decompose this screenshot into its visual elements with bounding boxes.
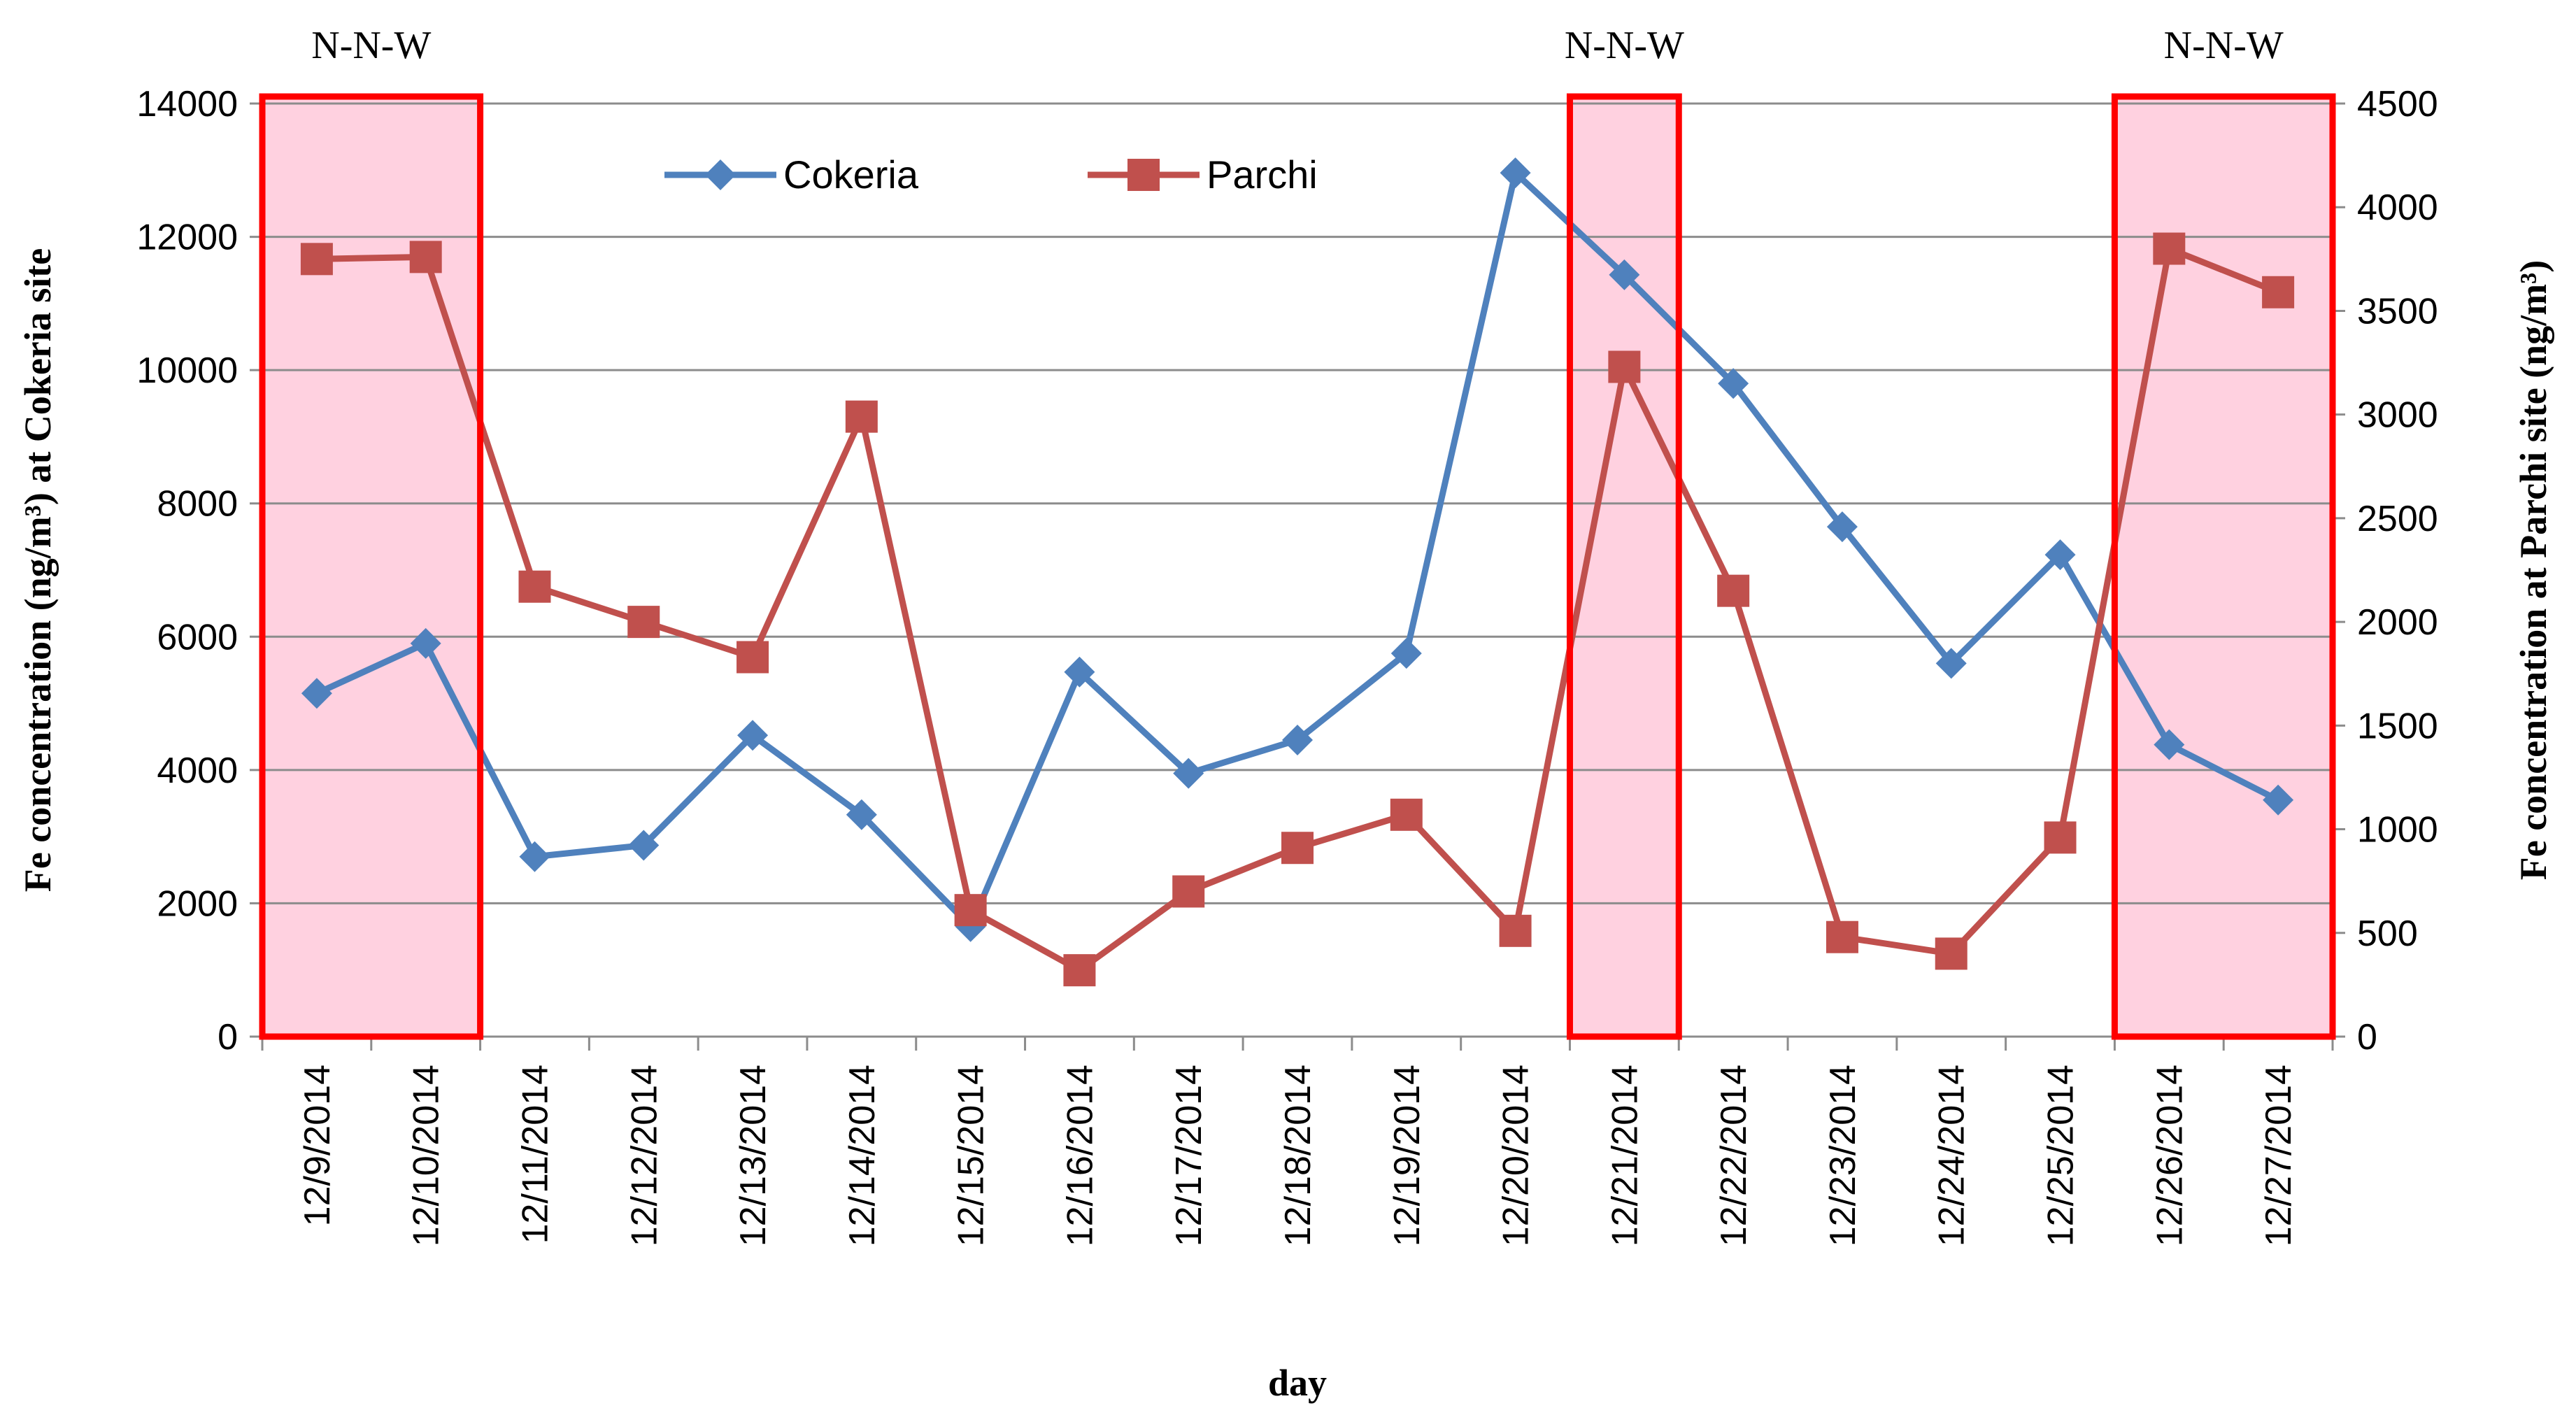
x-tick-label: 12/25/2014 <box>2041 1065 2082 1246</box>
x-tick-label: 12/13/2014 <box>733 1065 774 1246</box>
highlight-band <box>262 97 481 1037</box>
data-point-cokeria <box>628 830 660 861</box>
highlight-label: N-N-W <box>1565 24 1684 67</box>
legend-label-cokeria: Cokeria <box>783 152 919 197</box>
y-tick-label-right: 0 <box>2357 1017 2377 1058</box>
highlight-layer <box>262 97 2333 1037</box>
highlight-border <box>259 93 484 1040</box>
data-point-parchi <box>2262 276 2295 308</box>
data-point-parchi <box>1499 914 1532 947</box>
x-tick-label: 12/23/2014 <box>1823 1065 1863 1246</box>
x-tick-label: 12/20/2014 <box>1496 1065 1537 1246</box>
x-tick-label: 12/18/2014 <box>1278 1065 1318 1246</box>
x-axis-title: day <box>1268 1362 1327 1404</box>
y-tick-label-right: 2000 <box>2357 602 2438 643</box>
data-point-cokeria <box>1609 259 1640 290</box>
y-tick-label-right: 2500 <box>2357 499 2438 539</box>
y-axis-title-left: Fe concentration (ng/m³) at Cokeria site <box>17 248 59 892</box>
y-axis-title-right: Fe concentration at Parchi site (ng/m³) <box>2512 260 2554 881</box>
y-tick-label-left: 0 <box>218 1017 238 1058</box>
x-tick-label: 12/14/2014 <box>842 1065 883 1246</box>
x-tick-label: 12/9/2014 <box>297 1065 338 1226</box>
data-point-cokeria <box>301 678 332 709</box>
x-tick-label: 12/17/2014 <box>1169 1065 1209 1246</box>
x-tick-label: 12/26/2014 <box>2149 1065 2190 1246</box>
y-tick-label-right: 500 <box>2357 913 2418 954</box>
data-point-cokeria <box>2044 539 2076 571</box>
data-point-parchi <box>1063 954 1096 987</box>
y-tick-label-left: 14000 <box>136 84 238 125</box>
data-point-parchi <box>300 243 333 276</box>
y-tick-label-left: 8000 <box>157 484 238 525</box>
data-point-cokeria <box>1718 368 1749 399</box>
data-point-parchi <box>2044 821 2077 854</box>
y-tick-label-right: 4500 <box>2357 84 2438 125</box>
legend-label-parchi: Parchi <box>1207 152 1318 197</box>
y-tick-label-left: 10000 <box>136 350 238 391</box>
data-point-parchi <box>954 894 987 927</box>
y-tick-label-right: 3500 <box>2357 291 2438 332</box>
y-tick-label-left: 2000 <box>157 883 238 924</box>
data-point-parchi <box>1390 798 1423 831</box>
highlight-border-layer <box>259 93 2336 1040</box>
data-point-cokeria <box>2154 729 2185 760</box>
y-tick-label-right: 1500 <box>2357 706 2438 746</box>
data-point-cokeria <box>846 799 877 830</box>
y-tick-label-right: 4000 <box>2357 187 2438 228</box>
y-tick-label-right: 3000 <box>2357 395 2438 436</box>
x-tick-label: 12/15/2014 <box>951 1065 992 1246</box>
data-point-cokeria <box>1935 648 1967 679</box>
x-tick-label: 12/16/2014 <box>1060 1065 1100 1246</box>
x-tick-label: 12/19/2014 <box>1387 1065 1428 1246</box>
x-tick-label: 12/24/2014 <box>1932 1065 1972 1246</box>
data-point-parchi <box>736 641 769 674</box>
data-point-cokeria <box>1173 758 1204 789</box>
highlight-band <box>2114 97 2333 1037</box>
label-layer: N-N-W N-N-W N-N-W0200040006000800010000120… <box>17 24 2554 1404</box>
x-tick-label: 12/27/2014 <box>2258 1065 2299 1246</box>
data-point-cokeria <box>1826 511 1858 543</box>
legend-marker-parchi <box>1127 159 1160 191</box>
x-tick-label: 12/12/2014 <box>624 1065 664 1246</box>
x-tick-label: 12/22/2014 <box>1714 1065 1754 1246</box>
data-point-parchi <box>1826 920 1858 953</box>
data-point-cokeria <box>1500 157 1531 189</box>
highlight-border <box>2111 93 2336 1040</box>
data-point-parchi <box>518 570 551 603</box>
highlight-label: N-N-W <box>311 24 431 67</box>
data-point-cokeria <box>410 627 441 659</box>
legend-marker-cokeria <box>705 159 736 190</box>
x-tick-label: 12/21/2014 <box>1604 1065 1645 1246</box>
axes-layer <box>250 102 2345 1051</box>
x-tick-label: 12/10/2014 <box>406 1065 447 1246</box>
data-point-parchi <box>2153 232 2186 265</box>
data-point-parchi <box>627 606 660 639</box>
data-point-cokeria <box>1282 724 1313 755</box>
data-point-parchi <box>1717 574 1750 607</box>
grid-layer <box>262 102 2333 904</box>
highlight-label: N-N-W <box>2164 24 2284 67</box>
data-point-cokeria <box>737 720 769 751</box>
data-point-parchi <box>1281 832 1314 865</box>
data-point-parchi <box>409 241 442 273</box>
y-tick-label-right: 1000 <box>2357 810 2438 851</box>
data-point-cokeria <box>1064 656 1095 688</box>
data-point-parchi <box>1172 875 1205 908</box>
legend: Cokeria Parchi <box>664 152 1318 197</box>
data-point-parchi <box>1608 350 1641 383</box>
x-tick-label: 12/11/2014 <box>515 1065 555 1244</box>
data-point-parchi <box>1935 937 1967 970</box>
y-tick-label-left: 6000 <box>157 617 238 657</box>
y-tick-label-left: 12000 <box>136 218 238 258</box>
highlight-border <box>1566 93 1682 1040</box>
y-tick-label-left: 4000 <box>157 751 238 791</box>
series-line-cokeria <box>315 169 2280 930</box>
data-point-cokeria <box>519 841 550 872</box>
data-point-parchi <box>845 400 878 433</box>
data-point-cokeria <box>1390 638 1422 669</box>
series-layer <box>300 157 2295 987</box>
data-point-cokeria <box>2263 784 2294 816</box>
